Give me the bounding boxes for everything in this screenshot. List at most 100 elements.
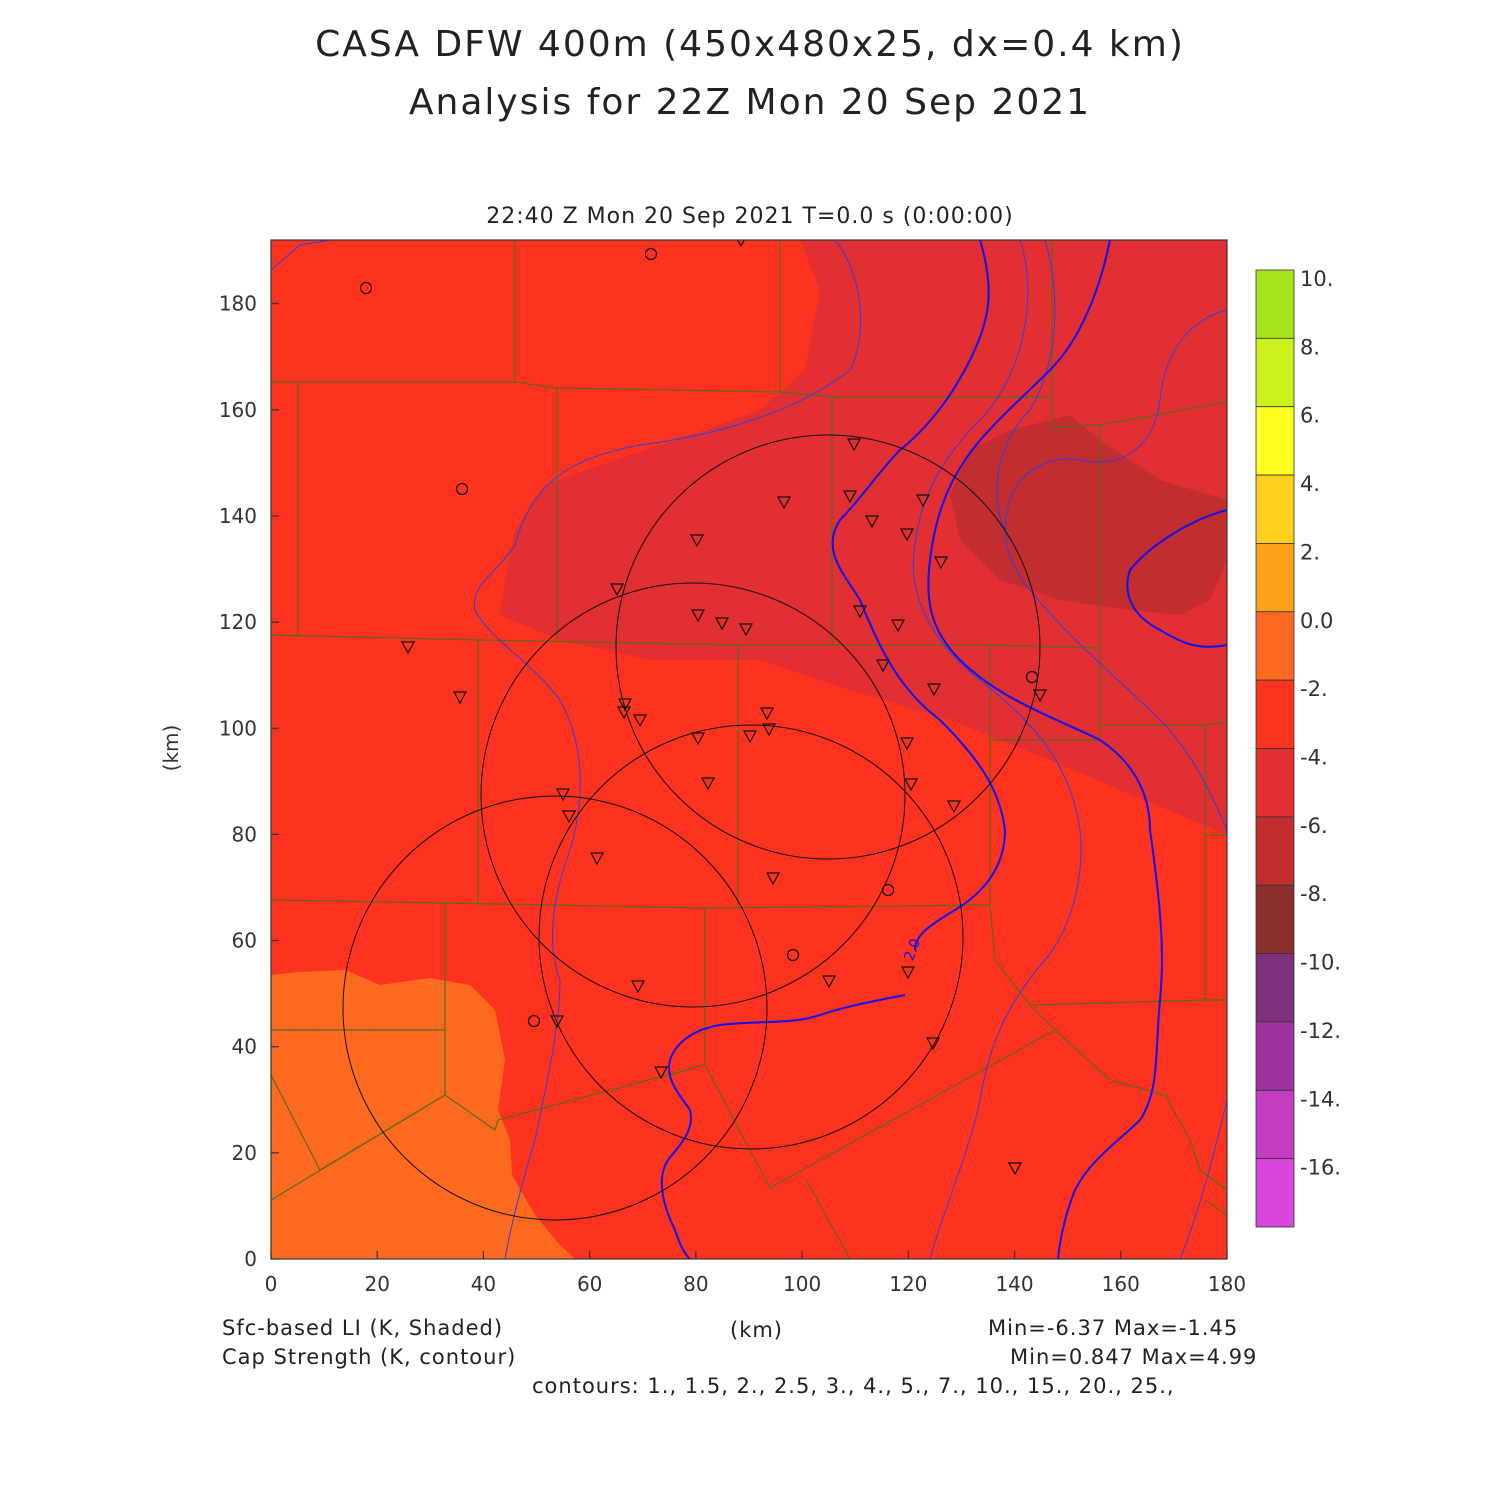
radar-ring-4 — [342, 795, 768, 1221]
station-triangle-marker — [738, 623, 754, 637]
station-triangle-marker — [689, 534, 705, 548]
colorbar-segment — [1255, 543, 1295, 613]
radar-ring-1 — [615, 434, 1041, 860]
plot-frame — [270, 239, 1228, 1260]
station-triangle-marker — [630, 980, 646, 994]
footer-field1-range: Min=-6.37 Max=-1.45 — [988, 1316, 1239, 1340]
cap-contour-2 — [660, 240, 1227, 1259]
radar-range-rings — [342, 434, 1041, 1221]
y-tick-label: 120 — [219, 610, 257, 634]
station-triangle-marker — [700, 777, 716, 791]
x-tick-label: 120 — [889, 1272, 927, 1296]
x-tick-label: 140 — [995, 1272, 1033, 1296]
colorbar-label: -2. — [1300, 677, 1328, 701]
station-triangle-marker — [616, 706, 632, 720]
colorbar-segment — [1255, 748, 1295, 818]
y-tick-label: 160 — [219, 398, 257, 422]
station-triangle-marker — [761, 723, 777, 737]
colorbar-segment — [1255, 337, 1295, 408]
valid-time-label: 22:40 Z Mon 20 Sep 2021 T=0.0 s (0:00:00… — [486, 204, 1014, 229]
station-triangle-marker — [1007, 1162, 1023, 1176]
colorbar-label: 6. — [1300, 404, 1320, 428]
colorbar-segment — [1255, 269, 1295, 339]
y-tick-label: 20 — [232, 1141, 257, 1165]
station-triangle-marker — [400, 641, 416, 655]
li-shade-orange-region — [271, 970, 575, 1259]
station-triangle-marker — [846, 438, 862, 452]
station-triangle-marker — [926, 683, 942, 697]
station-triangle-marker — [617, 698, 633, 712]
radar-ring-3 — [538, 724, 964, 1150]
colorbar-segment — [1255, 611, 1295, 681]
colorbar-segment — [1255, 1021, 1295, 1091]
station-triangle-marker — [915, 494, 931, 508]
x-tick-label: 80 — [683, 1272, 708, 1296]
station-circle-marker — [1025, 670, 1039, 684]
colorbar-segment — [1255, 474, 1295, 544]
station-triangle-marker — [899, 528, 915, 542]
colorbar-label: 2. — [1300, 540, 1320, 564]
station-triangle-marker — [589, 852, 605, 866]
cap-contours-thin — [271, 240, 1227, 1259]
station-triangle-marker — [821, 975, 837, 989]
station-triangle-marker — [933, 556, 949, 570]
colorbar-segment — [1255, 816, 1295, 886]
station-triangle-marker — [609, 583, 625, 597]
x-tick-label: 60 — [577, 1272, 602, 1296]
li-shade-minus6-region — [950, 415, 1227, 615]
station-triangle-marker — [555, 788, 571, 802]
station-circle-marker — [359, 281, 373, 295]
station-triangle-marker — [452, 691, 468, 705]
y-tick-label: 140 — [219, 504, 257, 528]
station-triangle-marker — [561, 810, 577, 824]
colorbar-label: -8. — [1300, 882, 1328, 906]
colorbar-segment — [1255, 1158, 1295, 1228]
radar-ring-2 — [480, 582, 906, 1008]
colorbar-segment — [1255, 884, 1295, 954]
station-triangle-marker — [903, 778, 919, 792]
footer-contours: contours: 1., 1.5, 2., 2.5, 3., 4., 5., … — [532, 1374, 1175, 1398]
footer-field2: Cap Strength (K, contour) — [222, 1345, 517, 1369]
station-circle-marker — [881, 883, 895, 897]
station-triangle-marker — [714, 617, 730, 631]
figure-title-line2: Analysis for 22Z Mon 20 Sep 2021 — [408, 82, 1092, 123]
station-circle-marker — [527, 1014, 541, 1028]
station-triangle-marker — [852, 605, 868, 619]
y-tick-label: 0 — [244, 1247, 257, 1271]
station-triangle-marker — [899, 737, 915, 751]
colorbar-label: -10. — [1300, 951, 1341, 975]
station-triangle-marker — [759, 707, 775, 721]
y-tick-label: 40 — [232, 1035, 257, 1059]
y-axis-label: (km) — [159, 725, 183, 772]
station-triangle-marker — [690, 609, 706, 623]
x-tick-label: 160 — [1102, 1272, 1140, 1296]
station-triangle-marker — [549, 1015, 565, 1029]
station-triangle-marker — [653, 1066, 669, 1080]
x-tick-label: 100 — [783, 1272, 821, 1296]
colorbar-label: -16. — [1300, 1156, 1341, 1180]
colorbar-segment — [1255, 1089, 1295, 1160]
station-circle-marker — [455, 482, 469, 496]
x-tick-label: 20 — [364, 1272, 389, 1296]
x-axis: 0 20 40 60 80 100 120 140 160 180 — [265, 1251, 1246, 1296]
contour-label: 2.0 — [901, 937, 924, 963]
station-triangle-marker — [1032, 689, 1048, 703]
colorbar-label: 8. — [1300, 335, 1320, 359]
station-triangle-marker — [864, 515, 880, 529]
x-tick-label: 180 — [1208, 1272, 1246, 1296]
station-circle-marker — [644, 247, 658, 261]
li-shade-minus4-region — [500, 240, 1227, 835]
y-tick-label: 180 — [219, 292, 257, 316]
colorbar-segment — [1255, 679, 1295, 749]
county-boundaries — [271, 240, 1227, 1259]
y-tick-label: 100 — [219, 716, 257, 740]
station-triangle-marker — [925, 1037, 941, 1051]
footer-field1: Sfc-based LI (K, Shaded) — [222, 1316, 504, 1340]
colorbar-label: -14. — [1300, 1087, 1341, 1111]
station-triangle-marker — [765, 872, 781, 886]
colorbar: 10. 8. 6. 4. 2. 0.0 -2. -4. -6. -8. -10. -12. -14. -1… — [1255, 267, 1341, 1228]
x-tick-label: 0 — [265, 1272, 278, 1296]
colorbar-label: 4. — [1300, 472, 1320, 496]
station-triangle-marker — [742, 730, 758, 744]
